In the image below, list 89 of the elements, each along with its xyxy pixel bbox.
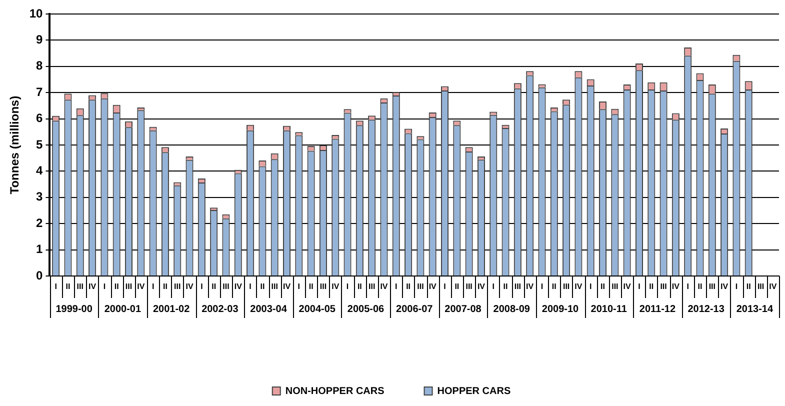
x-tick-label: III xyxy=(271,282,278,292)
x-tick-label: IV xyxy=(332,282,340,292)
x-tick-label: II xyxy=(552,282,556,292)
y-tick-label: 4 xyxy=(36,164,44,178)
x-tick-label: IV xyxy=(186,282,194,292)
text: 2011-12 xyxy=(639,304,676,315)
x-tick-label: I xyxy=(346,282,349,292)
x-tick-label: II xyxy=(454,282,460,292)
x-tick-label: III xyxy=(222,282,230,292)
y-tick-label: 2 xyxy=(36,216,44,230)
x-tick-label: I xyxy=(444,282,446,292)
x-tick-label: IV xyxy=(428,282,438,292)
x-tick-label: I xyxy=(492,282,494,292)
text: 1999-00 xyxy=(56,304,93,315)
x-tick-label: III xyxy=(466,282,472,292)
x-tick-label: I xyxy=(686,282,689,292)
x-tick-label: I xyxy=(589,282,592,292)
x-tick-label: III xyxy=(368,282,376,292)
x-tick-label: II xyxy=(600,282,605,292)
x-tick-label: IV xyxy=(672,282,680,292)
text: 2006-07 xyxy=(396,304,434,315)
x-tick-label: III xyxy=(562,282,570,292)
x-tick-label: IV xyxy=(88,282,97,292)
y-tick-label: 6 xyxy=(36,111,44,126)
x-tick-label: II xyxy=(260,282,265,292)
text: 2009-10 xyxy=(542,304,580,315)
x-tick-label: IV xyxy=(477,282,486,292)
x-tick-label: III xyxy=(660,282,667,292)
text: 2001-02 xyxy=(152,304,190,315)
x-tick-label: II xyxy=(212,282,216,292)
text: 2012-13 xyxy=(688,304,725,315)
x-tick-label: IV xyxy=(234,282,243,292)
x-tick-label: II xyxy=(308,282,314,292)
x-tick-label: IV xyxy=(526,282,534,292)
y-tick-label: 1 xyxy=(36,242,44,256)
x-tick-label: II xyxy=(649,282,654,292)
x-tick-label: III xyxy=(125,282,132,292)
y-tick-label: 0 xyxy=(36,268,44,282)
x-tick-label: I xyxy=(298,282,300,292)
x-tick-label: IV xyxy=(137,282,146,292)
text: 2004-05 xyxy=(298,304,336,315)
legend-label: NON-HOPPER CARS xyxy=(285,386,385,397)
x-tick-label: III xyxy=(612,282,618,292)
x-tick-label: I xyxy=(249,282,252,292)
x-tick-label: III xyxy=(757,282,764,292)
x-tick-label: IV xyxy=(380,282,388,292)
text: 2013-14 xyxy=(736,304,774,315)
x-tick-label: I xyxy=(200,282,203,292)
x-tick-label: III xyxy=(174,282,181,292)
x-tick-label: III xyxy=(417,282,424,292)
text: 2000-01 xyxy=(104,304,142,315)
x-tick-label: II xyxy=(66,282,70,292)
y-tick-label: 10 xyxy=(29,6,44,20)
text: 2007-08 xyxy=(444,304,482,315)
x-tick-label: II xyxy=(114,282,119,292)
x-tick-label: I xyxy=(638,282,640,292)
x-tick-label: IV xyxy=(720,282,729,292)
x-tick-label: I xyxy=(540,282,544,292)
x-tick-label: IV xyxy=(282,282,292,292)
x-tick-label: IV xyxy=(769,282,778,292)
text: 2010-11 xyxy=(590,304,628,315)
x-tick-label: III xyxy=(76,282,84,292)
x-tick-label: I xyxy=(103,282,106,292)
x-tick-label: II xyxy=(503,282,508,292)
x-tick-label: III xyxy=(514,282,522,292)
x-tick-label: I xyxy=(54,282,57,292)
y-axis-title: Tonnes (millions) xyxy=(8,96,22,194)
x-tick-label: IV xyxy=(623,282,632,292)
text: 2002-03 xyxy=(202,304,239,315)
text: 2008-09 xyxy=(493,304,530,315)
x-tick-label: II xyxy=(162,282,168,292)
y-tick-label: 8 xyxy=(36,58,44,73)
x-tick-label: II xyxy=(357,282,362,292)
x-tick-label: II xyxy=(698,282,702,292)
x-tick-label: I xyxy=(735,282,738,292)
x-tick-label: I xyxy=(152,282,154,292)
x-tick-label: IV xyxy=(574,282,583,292)
legend-label: HOPPER CARS xyxy=(437,386,511,397)
x-tick-label: I xyxy=(395,282,398,292)
x-tick-label: III xyxy=(320,282,327,292)
text: 2005-06 xyxy=(347,304,385,315)
x-tick-label: II xyxy=(746,282,751,292)
y-tick-label: 9 xyxy=(36,32,44,47)
y-tick-label: 3 xyxy=(36,190,44,204)
y-tick-label: 5 xyxy=(36,137,44,152)
x-tick-label: II xyxy=(406,282,411,292)
y-tick-label: 7 xyxy=(36,84,44,99)
x-tick-label: III xyxy=(708,282,716,292)
text: 2003-04 xyxy=(250,304,288,315)
